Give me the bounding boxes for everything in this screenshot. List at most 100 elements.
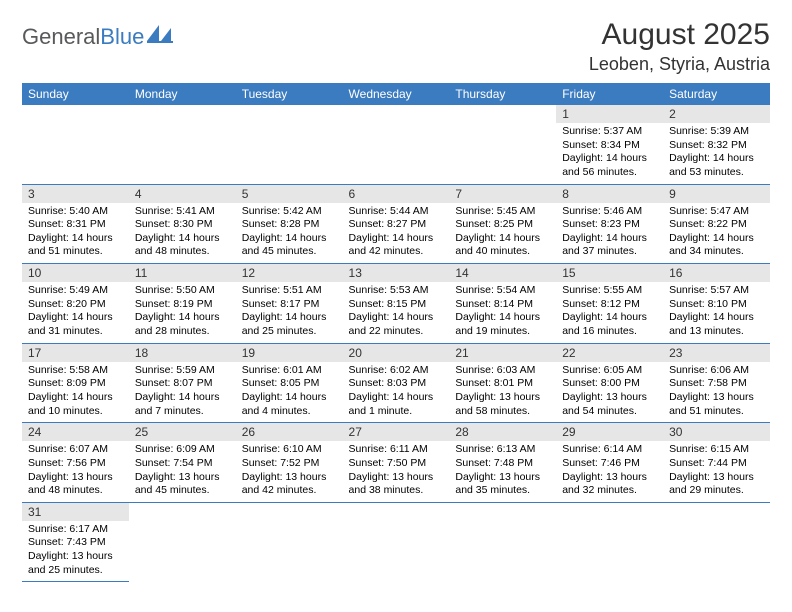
- day-header: Thursday: [449, 83, 556, 105]
- day-cell: 9Sunrise: 5:47 AMSunset: 8:22 PMDaylight…: [663, 184, 770, 264]
- day-info: Sunrise: 6:17 AMSunset: 7:43 PMDaylight:…: [22, 521, 129, 582]
- day-info: Sunrise: 6:03 AMSunset: 8:01 PMDaylight:…: [449, 362, 556, 423]
- day-number: 31: [22, 503, 129, 521]
- empty-cell: [343, 105, 450, 184]
- logo-text-general: General: [22, 24, 100, 50]
- empty-cell: [236, 502, 343, 582]
- day-info: Sunrise: 5:37 AMSunset: 8:34 PMDaylight:…: [556, 123, 663, 184]
- day-cell: 4Sunrise: 5:41 AMSunset: 8:30 PMDaylight…: [129, 184, 236, 264]
- month-title: August 2025: [589, 18, 770, 52]
- day-cell: 28Sunrise: 6:13 AMSunset: 7:48 PMDayligh…: [449, 423, 556, 503]
- logo: GeneralBlue: [22, 24, 173, 50]
- day-number: 15: [556, 264, 663, 282]
- empty-cell: [449, 502, 556, 582]
- day-number: 8: [556, 185, 663, 203]
- day-cell: 23Sunrise: 6:06 AMSunset: 7:58 PMDayligh…: [663, 343, 770, 423]
- empty-cell: [556, 502, 663, 582]
- day-number: 23: [663, 344, 770, 362]
- day-info: Sunrise: 5:40 AMSunset: 8:31 PMDaylight:…: [22, 203, 129, 264]
- day-cell: 31Sunrise: 6:17 AMSunset: 7:43 PMDayligh…: [22, 502, 129, 582]
- day-number: 3: [22, 185, 129, 203]
- empty-cell: [129, 105, 236, 184]
- day-number: 27: [343, 423, 450, 441]
- day-cell: 7Sunrise: 5:45 AMSunset: 8:25 PMDaylight…: [449, 184, 556, 264]
- day-cell: 1Sunrise: 5:37 AMSunset: 8:34 PMDaylight…: [556, 105, 663, 184]
- empty-cell: [343, 502, 450, 582]
- day-number: 29: [556, 423, 663, 441]
- day-number: 2: [663, 105, 770, 123]
- day-number: 4: [129, 185, 236, 203]
- day-number: 26: [236, 423, 343, 441]
- day-cell: 24Sunrise: 6:07 AMSunset: 7:56 PMDayligh…: [22, 423, 129, 503]
- day-cell: 2Sunrise: 5:39 AMSunset: 8:32 PMDaylight…: [663, 105, 770, 184]
- calendar-row: 24Sunrise: 6:07 AMSunset: 7:56 PMDayligh…: [22, 423, 770, 503]
- day-info: Sunrise: 6:09 AMSunset: 7:54 PMDaylight:…: [129, 441, 236, 502]
- empty-cell: [236, 105, 343, 184]
- day-info: Sunrise: 6:01 AMSunset: 8:05 PMDaylight:…: [236, 362, 343, 423]
- day-number: 14: [449, 264, 556, 282]
- calendar-row: 3Sunrise: 5:40 AMSunset: 8:31 PMDaylight…: [22, 184, 770, 264]
- day-info: Sunrise: 6:14 AMSunset: 7:46 PMDaylight:…: [556, 441, 663, 502]
- day-info: Sunrise: 5:51 AMSunset: 8:17 PMDaylight:…: [236, 282, 343, 343]
- day-number: 22: [556, 344, 663, 362]
- calendar-table: SundayMondayTuesdayWednesdayThursdayFrid…: [22, 83, 770, 582]
- day-cell: 25Sunrise: 6:09 AMSunset: 7:54 PMDayligh…: [129, 423, 236, 503]
- day-number: 9: [663, 185, 770, 203]
- day-number: 16: [663, 264, 770, 282]
- day-number: 1: [556, 105, 663, 123]
- day-header: Saturday: [663, 83, 770, 105]
- title-block: August 2025 Leoben, Styria, Austria: [589, 18, 770, 75]
- day-info: Sunrise: 6:10 AMSunset: 7:52 PMDaylight:…: [236, 441, 343, 502]
- day-info: Sunrise: 5:57 AMSunset: 8:10 PMDaylight:…: [663, 282, 770, 343]
- day-cell: 16Sunrise: 5:57 AMSunset: 8:10 PMDayligh…: [663, 264, 770, 344]
- empty-cell: [22, 105, 129, 184]
- day-info: Sunrise: 6:02 AMSunset: 8:03 PMDaylight:…: [343, 362, 450, 423]
- day-header: Monday: [129, 83, 236, 105]
- day-cell: 27Sunrise: 6:11 AMSunset: 7:50 PMDayligh…: [343, 423, 450, 503]
- day-number: 30: [663, 423, 770, 441]
- day-info: Sunrise: 5:50 AMSunset: 8:19 PMDaylight:…: [129, 282, 236, 343]
- empty-cell: [449, 105, 556, 184]
- day-info: Sunrise: 5:41 AMSunset: 8:30 PMDaylight:…: [129, 203, 236, 264]
- day-cell: 19Sunrise: 6:01 AMSunset: 8:05 PMDayligh…: [236, 343, 343, 423]
- day-header: Wednesday: [343, 83, 450, 105]
- day-number: 24: [22, 423, 129, 441]
- logo-text-blue: Blue: [100, 24, 144, 50]
- day-cell: 30Sunrise: 6:15 AMSunset: 7:44 PMDayligh…: [663, 423, 770, 503]
- day-info: Sunrise: 6:05 AMSunset: 8:00 PMDaylight:…: [556, 362, 663, 423]
- day-info: Sunrise: 5:54 AMSunset: 8:14 PMDaylight:…: [449, 282, 556, 343]
- day-cell: 13Sunrise: 5:53 AMSunset: 8:15 PMDayligh…: [343, 264, 450, 344]
- header: GeneralBlue August 2025 Leoben, Styria, …: [22, 18, 770, 75]
- day-cell: 5Sunrise: 5:42 AMSunset: 8:28 PMDaylight…: [236, 184, 343, 264]
- day-cell: 8Sunrise: 5:46 AMSunset: 8:23 PMDaylight…: [556, 184, 663, 264]
- day-header: Friday: [556, 83, 663, 105]
- calendar-row: 31Sunrise: 6:17 AMSunset: 7:43 PMDayligh…: [22, 502, 770, 582]
- day-info: Sunrise: 6:11 AMSunset: 7:50 PMDaylight:…: [343, 441, 450, 502]
- day-info: Sunrise: 5:58 AMSunset: 8:09 PMDaylight:…: [22, 362, 129, 423]
- location: Leoben, Styria, Austria: [589, 54, 770, 75]
- day-info: Sunrise: 6:07 AMSunset: 7:56 PMDaylight:…: [22, 441, 129, 502]
- day-info: Sunrise: 5:42 AMSunset: 8:28 PMDaylight:…: [236, 203, 343, 264]
- calendar-row: 1Sunrise: 5:37 AMSunset: 8:34 PMDaylight…: [22, 105, 770, 184]
- day-info: Sunrise: 5:45 AMSunset: 8:25 PMDaylight:…: [449, 203, 556, 264]
- day-cell: 6Sunrise: 5:44 AMSunset: 8:27 PMDaylight…: [343, 184, 450, 264]
- day-number: 19: [236, 344, 343, 362]
- calendar-row: 17Sunrise: 5:58 AMSunset: 8:09 PMDayligh…: [22, 343, 770, 423]
- day-cell: 29Sunrise: 6:14 AMSunset: 7:46 PMDayligh…: [556, 423, 663, 503]
- day-cell: 20Sunrise: 6:02 AMSunset: 8:03 PMDayligh…: [343, 343, 450, 423]
- calendar-row: 10Sunrise: 5:49 AMSunset: 8:20 PMDayligh…: [22, 264, 770, 344]
- day-number: 21: [449, 344, 556, 362]
- day-cell: 12Sunrise: 5:51 AMSunset: 8:17 PMDayligh…: [236, 264, 343, 344]
- day-info: Sunrise: 6:13 AMSunset: 7:48 PMDaylight:…: [449, 441, 556, 502]
- empty-cell: [663, 502, 770, 582]
- day-number: 13: [343, 264, 450, 282]
- day-number: 17: [22, 344, 129, 362]
- day-cell: 15Sunrise: 5:55 AMSunset: 8:12 PMDayligh…: [556, 264, 663, 344]
- day-header: Tuesday: [236, 83, 343, 105]
- day-number: 5: [236, 185, 343, 203]
- day-number: 28: [449, 423, 556, 441]
- day-number: 20: [343, 344, 450, 362]
- day-number: 25: [129, 423, 236, 441]
- day-cell: 3Sunrise: 5:40 AMSunset: 8:31 PMDaylight…: [22, 184, 129, 264]
- day-number: 6: [343, 185, 450, 203]
